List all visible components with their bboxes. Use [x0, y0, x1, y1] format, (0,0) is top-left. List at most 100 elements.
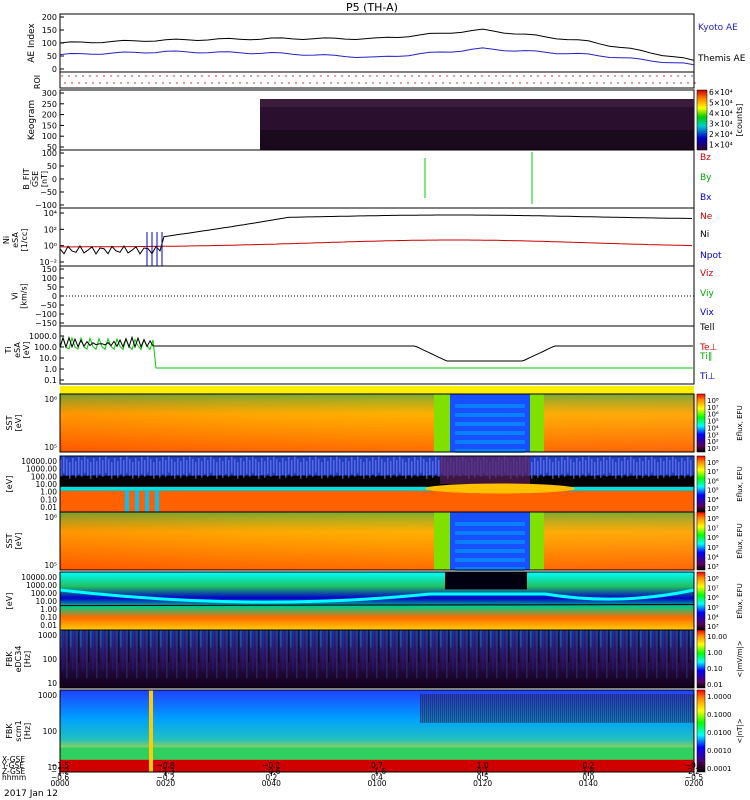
vi-ytick: 0: [52, 292, 57, 301]
kyoto-ae-series: [59, 47, 695, 66]
keo-ytick: 200: [42, 111, 57, 120]
xaxis-tick-y: −1.2: [51, 767, 69, 776]
roi-panel: ROI: [33, 71, 696, 89]
ni-ytick: 10⁴: [44, 209, 57, 218]
sst2-cbar-tick: 10³: [707, 563, 719, 571]
fbk1-cbar-label: <|mV/m|>: [736, 640, 744, 677]
xaxis-tick-x: 0.7: [371, 761, 383, 770]
xaxis-tick-t: 0120: [473, 779, 492, 788]
esa1-ytick: 10000.00: [21, 457, 57, 466]
ni-ytick: 10⁰: [44, 242, 57, 251]
esa2-ytick: 10000.00: [21, 573, 57, 582]
xaxis-tick-t: 0140: [579, 779, 598, 788]
sst1-cbar-tick: 10³: [707, 431, 719, 439]
xaxis-tick-x: 0.2: [582, 761, 594, 770]
fbk1-ylabel: FBK: [5, 651, 14, 667]
themis-ae-series: [59, 28, 695, 61]
esa1-ytick: 10.00: [36, 480, 58, 489]
esa1-ytick: 1000.00: [26, 465, 57, 474]
sst2-ylabel: SST: [5, 533, 14, 548]
esa1-ytick: 100.00: [31, 472, 57, 481]
plot-title: P5 (TH-A): [346, 1, 398, 14]
esa1-cbar-label: Eflux, EFU: [736, 466, 744, 501]
fbk2-ytick: 10: [47, 763, 57, 772]
esa1-ytick: 0.01: [40, 503, 57, 512]
esa2-cbar-tick: 10⁸: [707, 575, 719, 583]
ti-legend-tell: Tell: [699, 323, 715, 333]
keo-ytick: 150: [42, 121, 57, 130]
date-label: 2017 Jan 12: [4, 789, 58, 799]
fbk2-panel: FBK scm1 [Hz] 1000 100 10 1.0000 0.1000 0.0100 0.…: [5, 689, 744, 773]
ni-ytick: 10²: [44, 225, 57, 234]
vi-ytick: −100: [35, 310, 57, 319]
keo-ytick: 100: [42, 132, 57, 141]
xaxis-tick-t: 0020: [156, 779, 175, 788]
esa1-cbar-tick: 10⁶: [707, 477, 719, 485]
xaxis-tick-z: 0.5: [477, 773, 489, 782]
ti-ylabel: [eV]: [22, 342, 31, 359]
fbk1-ytick: 100: [43, 655, 58, 664]
b-ytick: −100: [35, 201, 57, 210]
esa2-ytick: 1000.00: [26, 581, 57, 590]
spectrogram-panels: SST [eV]10⁶10⁵10⁸10⁷10⁶10⁵10⁴10³10²10¹Efl…: [5, 386, 744, 773]
esa2-cbar-tick: 10⁴: [707, 613, 719, 621]
vi-ytick: 50: [47, 283, 57, 292]
fbk1-cbar-tick: 10.00: [707, 633, 727, 641]
ti-legend-tiperp: Ti⊥: [699, 372, 716, 382]
sst2-ylabel: [eV]: [14, 533, 23, 550]
b-ytick: 50: [47, 162, 57, 171]
vi-ytick: −50: [40, 301, 57, 310]
ni-ylabel: [1/cc]: [20, 229, 29, 252]
esa1-ylabel: [eV]: [5, 476, 14, 493]
b-legend-bx: Bx: [700, 193, 712, 203]
xaxis-tick-x: 1.0: [477, 761, 489, 770]
sst2-cbar-tick: 10⁸: [707, 515, 719, 523]
esa1-panel: [eV] 10000.001000.00100.0010.001.000.100.…: [5, 455, 744, 513]
xaxis-tick-t: 0100: [367, 779, 386, 788]
fbk2-cbar-tick: 1.0000: [707, 693, 732, 701]
b-ytick: 0: [52, 175, 57, 184]
xaxis-tick-x: −0.1: [262, 761, 280, 770]
ni-legend-ni: Ni: [700, 230, 709, 240]
ae-ytick: 50: [47, 52, 57, 61]
b-ytick: −50: [40, 188, 57, 197]
xaxis-tick-y: 0.1: [477, 767, 489, 776]
ae-ylabel: AE Index: [27, 23, 37, 63]
esa2-ytick: 0.01: [40, 621, 57, 630]
esa1-ytick: 1.00: [40, 488, 57, 497]
b-ylabel: [nT]: [40, 171, 49, 187]
tell-series: [59, 335, 693, 362]
ne-series: [60, 239, 693, 248]
esa1-cbar-tick: 10⁷: [707, 468, 719, 476]
xaxis-row-label: hhmm: [2, 773, 26, 782]
b-ylabel: B_FIT: [22, 168, 31, 189]
ti-legend-teperp: Te⊥: [699, 343, 718, 353]
xaxis-tick-y: −1.6: [368, 767, 386, 776]
vi-legend-vix: Vix: [700, 308, 714, 318]
x-axis: X-GSEY-GSEZ-GSEhhmm−1.5−1.2−0.60000−0.8−…: [1, 755, 704, 788]
ni-ytick: 10⁻²: [39, 258, 57, 267]
sst1-cbar-tick: 10⁷: [707, 404, 719, 412]
sst2-cbar-tick: 10⁵: [707, 544, 719, 552]
ni-legend-ne: Ne: [700, 212, 713, 222]
b-ytick: 100: [42, 149, 57, 158]
xaxis-tick-t: 0040: [262, 779, 281, 788]
esa2-panel: [eV] 10000.001000.00100.0010.001.000.100.…: [5, 571, 744, 631]
xaxis-tick-x: −0.8: [157, 761, 175, 770]
xaxis-tick-x: −0.8: [685, 761, 703, 770]
keo-ytick: 300: [42, 89, 57, 98]
xaxis-tick-y: 1.8: [582, 767, 594, 776]
roi-ylabel: ROI: [33, 75, 42, 89]
esa1-cbar-tick: 10³: [707, 505, 719, 513]
fbk2-cbar-label: <|nT|>: [736, 718, 744, 743]
fbk2-cbar-tick: 0.0001: [707, 765, 732, 773]
esa1-cbar-tick: 10⁸: [707, 459, 719, 467]
ae-ytick: 150: [42, 26, 57, 35]
esa2-cbar-tick: 10⁵: [707, 604, 719, 612]
vi-legend-viy: Viy: [700, 289, 714, 299]
keo-cbar-tick: 6×10⁴: [709, 88, 733, 97]
ae-ytick-labels: 200 150 100 50 0: [42, 13, 64, 74]
vi-legend-viz: Viz: [700, 269, 713, 279]
